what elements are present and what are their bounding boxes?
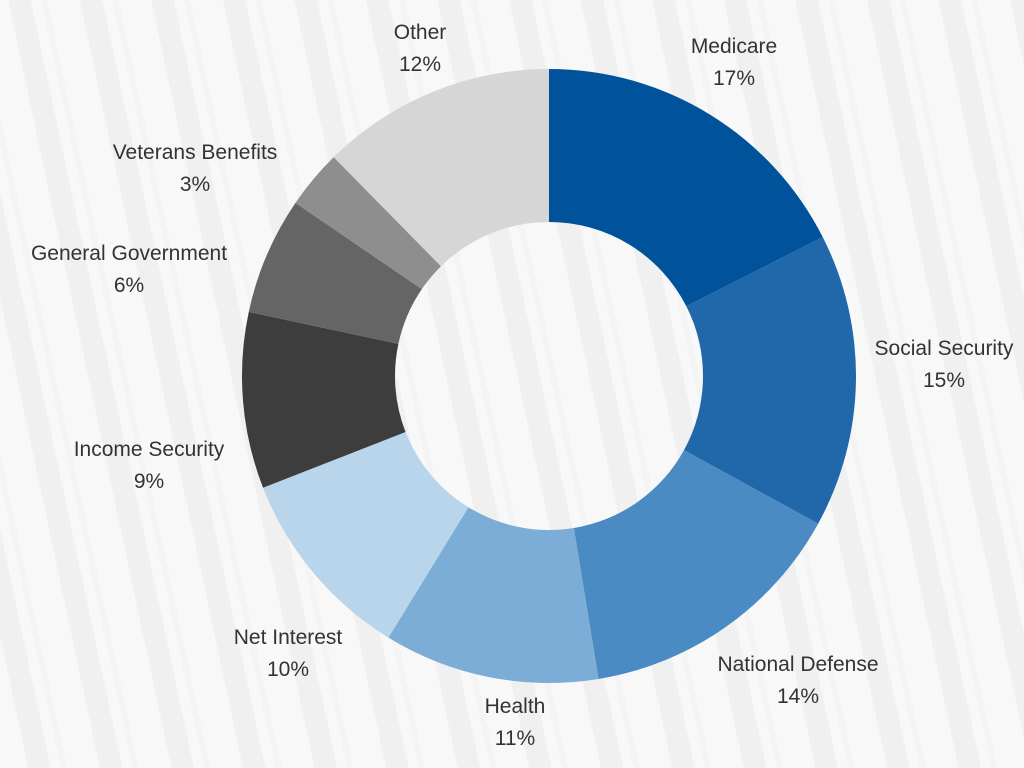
label-value: 14% bbox=[777, 685, 819, 708]
label-category: Income Security bbox=[74, 438, 225, 461]
label-category: Social Security bbox=[875, 337, 1014, 360]
slice-veterans-benefits bbox=[295, 157, 441, 290]
label-value: 9% bbox=[134, 470, 164, 493]
label-value: 3% bbox=[180, 173, 210, 196]
slice-labels: Medicare 17% Social Security 15% National De… bbox=[31, 21, 1014, 750]
label-value: 15% bbox=[923, 369, 965, 392]
slice-general-government bbox=[248, 202, 422, 344]
label-category: General Government bbox=[31, 242, 227, 265]
label-category: Net Interest bbox=[234, 626, 343, 649]
slice-other bbox=[333, 69, 549, 267]
label-general-government: General Government 6% bbox=[31, 242, 227, 297]
label-value: 10% bbox=[267, 658, 309, 681]
label-social-security: Social Security 15% bbox=[875, 337, 1014, 392]
slice-medicare bbox=[549, 69, 823, 307]
label-value: 11% bbox=[495, 727, 535, 750]
label-national-defense: National Defense 14% bbox=[717, 653, 878, 708]
slice-national-defense bbox=[573, 450, 819, 679]
slice-income-security bbox=[242, 311, 406, 488]
label-medicare: Medicare 17% bbox=[691, 35, 777, 90]
label-category: Medicare bbox=[691, 35, 777, 58]
label-value: 17% bbox=[713, 67, 755, 90]
label-veterans-benefits: Veterans Benefits 3% bbox=[113, 141, 278, 196]
donut-slices bbox=[242, 69, 856, 683]
slice-social-security bbox=[683, 237, 856, 524]
label-value: 6% bbox=[114, 274, 144, 297]
label-income-security: Income Security 9% bbox=[74, 438, 225, 493]
label-category: Health bbox=[485, 695, 546, 718]
label-net-interest: Net Interest 10% bbox=[234, 626, 343, 681]
label-category: Veterans Benefits bbox=[113, 141, 278, 164]
label-value: 12% bbox=[399, 53, 441, 76]
label-other: Other 12% bbox=[394, 21, 447, 76]
label-category: National Defense bbox=[717, 653, 878, 676]
slice-net-interest bbox=[263, 432, 469, 638]
label-health: Health 11% bbox=[485, 695, 546, 750]
slice-health bbox=[388, 507, 599, 683]
label-category: Other bbox=[394, 21, 447, 44]
